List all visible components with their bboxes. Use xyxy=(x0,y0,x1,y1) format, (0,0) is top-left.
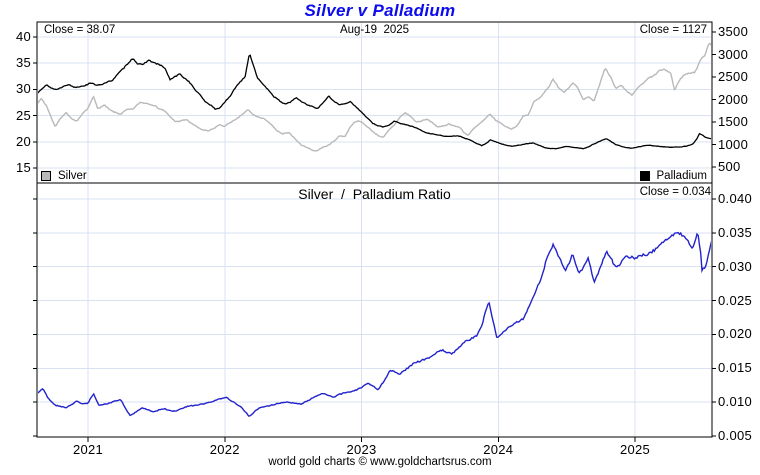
ratio-axis-label: 0.030 xyxy=(718,258,753,274)
silver-close-label: Close = 38.07 xyxy=(44,24,116,36)
ratio-axis-label: 0.020 xyxy=(718,326,753,342)
ratio-close-label: Close = 0.034 xyxy=(639,186,711,198)
ratio-axis-label: 0.040 xyxy=(718,191,753,206)
silver-swatch-icon xyxy=(41,171,51,181)
ratio-axis-label: 0.035 xyxy=(718,224,753,240)
page-title: Silver v Palladium xyxy=(304,1,456,20)
top-panel-frame xyxy=(36,21,713,184)
ratio-axis-label: 0.025 xyxy=(718,292,753,308)
right-axis-label: 2000 xyxy=(718,91,749,107)
right-axis-label: 3500 xyxy=(718,24,749,39)
left-axis-label: 25 xyxy=(15,107,31,123)
legend-silver: Silver xyxy=(41,170,87,182)
right-axis-label: 1000 xyxy=(718,136,749,152)
ratio-panel-title: Silver / Palladium Ratio xyxy=(298,186,451,202)
right-axis-label: 500 xyxy=(718,159,741,174)
left-axis-label: 20 xyxy=(15,133,31,149)
palladium-line xyxy=(38,54,711,150)
left-axis-label: 40 xyxy=(15,29,31,44)
ratio-axis-label: 0.015 xyxy=(718,360,753,376)
right-axis-label: 2500 xyxy=(718,69,749,84)
right-axis-label: 3000 xyxy=(718,46,749,62)
x-axis-label: 2024 xyxy=(483,442,514,457)
ratio-axis-label: 0.005 xyxy=(718,428,753,443)
right-axis-label: 1500 xyxy=(718,114,749,129)
ratio-line xyxy=(38,231,711,418)
left-axis-label: 30 xyxy=(15,81,31,97)
ratio-axis-label: 0.010 xyxy=(718,394,753,410)
palladium-swatch-icon xyxy=(639,171,650,181)
legend-palladium: Palladium xyxy=(639,170,708,182)
x-axis-label: 2021 xyxy=(72,442,104,457)
footer-credit: world gold charts © www.goldchartsrus.co… xyxy=(268,456,492,468)
bottom-panel-frame xyxy=(36,182,713,438)
silver-line xyxy=(38,42,711,152)
left-axis-label: 35 xyxy=(15,55,31,71)
legend-silver-label: Silver xyxy=(58,170,87,182)
x-axis-label: 2025 xyxy=(619,442,651,457)
date-label: Aug-19 2025 xyxy=(339,24,410,36)
x-axis-label: 2023 xyxy=(346,442,377,457)
left-axis-label: 15 xyxy=(15,160,31,175)
legend-palladium-label: Palladium xyxy=(656,170,708,182)
x-axis-label: 2022 xyxy=(209,442,240,457)
palladium-close-label: Close = 1127 xyxy=(639,24,707,36)
